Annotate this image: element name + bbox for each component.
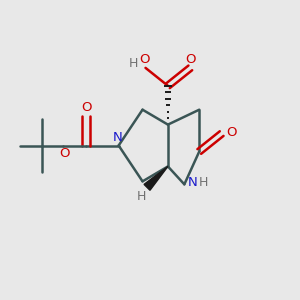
Text: O: O (226, 127, 236, 140)
Text: O: O (81, 101, 92, 114)
Text: H: H (137, 190, 146, 203)
Text: N: N (113, 131, 123, 144)
Text: O: O (139, 53, 149, 66)
Text: O: O (186, 53, 196, 66)
Polygon shape (144, 167, 168, 190)
Text: H: H (199, 176, 208, 189)
Text: N: N (188, 176, 198, 189)
Text: O: O (59, 147, 69, 161)
Text: H: H (128, 57, 138, 70)
